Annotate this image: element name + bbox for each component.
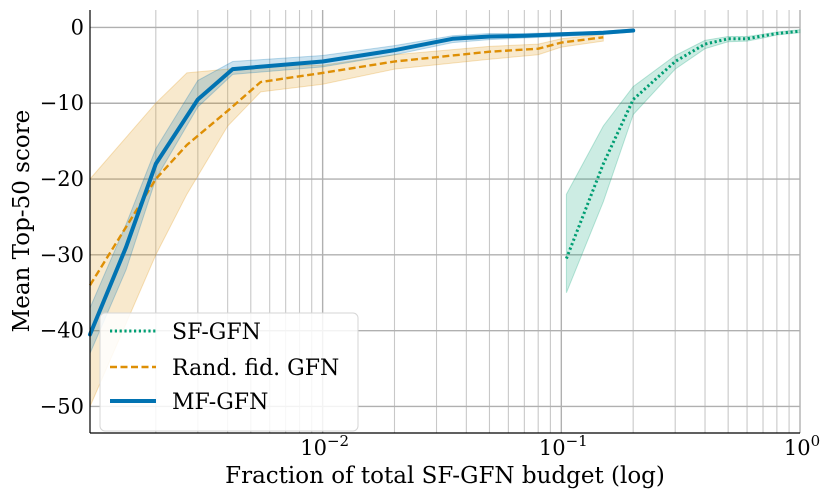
x-tick-label: 100 [784, 432, 820, 460]
series-lines [88, 28, 801, 337]
y-tick-label: −50 [40, 394, 84, 418]
axes [89, 10, 800, 434]
tick-labels: 0 −10 −20 −30 −40 −50 10−2 10−1 100 [40, 15, 820, 460]
legend-box [99, 312, 359, 432]
x-tick-label: 10−2 [300, 432, 349, 460]
y-tick-label: −10 [40, 91, 84, 115]
legend-label-sf-gfn: SF-GFN [172, 320, 261, 345]
line-rand-fid-gfn [88, 36, 604, 286]
y-tick-label: 0 [71, 15, 84, 39]
x-tick-label: 10−1 [539, 432, 588, 460]
line-mf-gfn [88, 28, 636, 337]
y-tick-label: −30 [40, 243, 84, 267]
y-axis-label: Mean Top-50 score [9, 110, 35, 333]
band-sf-gfn [565, 29, 801, 293]
x-axis-label: Fraction of total SF-GFN budget (log) [225, 463, 665, 489]
legend-label-mf-gfn: MF-GFN [172, 390, 268, 415]
legend: SF-GFN Rand. fid. GFN MF-GFN [99, 312, 359, 432]
y-tick-label: −40 [40, 319, 84, 343]
line-sf-gfn [565, 29, 801, 260]
y-tick-label: −20 [40, 167, 84, 191]
legend-label-rand-fid-gfn: Rand. fid. GFN [172, 356, 339, 381]
grid [90, 10, 801, 433]
